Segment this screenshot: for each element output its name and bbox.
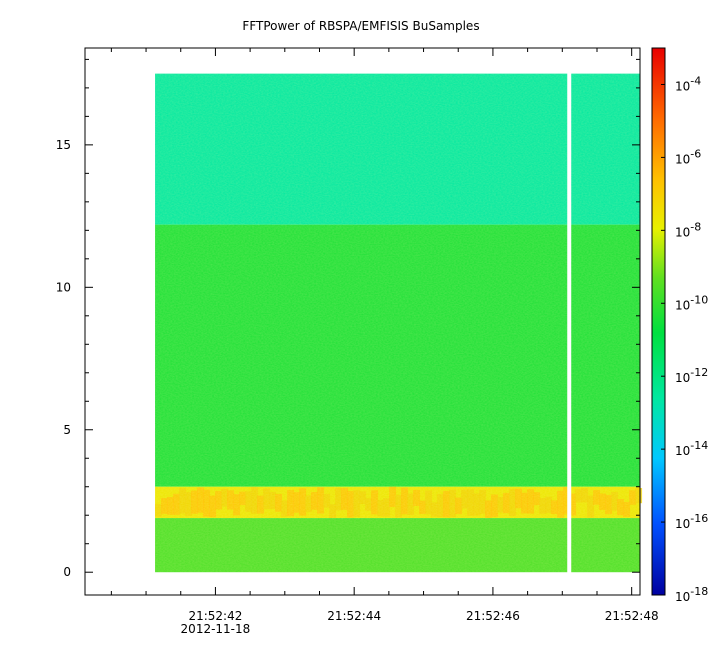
- colorbar-tick-label: 10-18: [675, 585, 708, 604]
- colorbar-tick-label: 10-4: [675, 74, 701, 93]
- y-tick-label: 10: [56, 280, 71, 294]
- y-tick-label: 0: [63, 565, 71, 579]
- colorbar-tick-label: 10-14: [675, 439, 708, 458]
- y-tick-label: 15: [56, 138, 71, 152]
- y-axis: 0 5 10 15: [56, 58, 640, 579]
- x-tick-label: 21:52:44: [327, 609, 381, 623]
- x-tick-label: 21:52:48: [605, 609, 659, 623]
- colorbar-tick-label: 10-8: [675, 220, 701, 239]
- data-gap: [567, 72, 572, 574]
- colorbar-tick-label: 10-16: [675, 512, 708, 531]
- y-tick-label: 5: [63, 423, 71, 437]
- colorbar-tick-label: 10-6: [675, 147, 701, 166]
- plot-area: [84, 47, 643, 596]
- x-tick-label: 21:52:46: [466, 609, 520, 623]
- colorbar-gradient: [651, 47, 666, 596]
- heatmap-texture: [155, 73, 640, 573]
- colorbar: 10-4 10-6 10-8 10-10 10-12 10-14 10-16 10-18: [651, 47, 708, 604]
- colorbar-tick-label: 10-10: [675, 293, 708, 312]
- chart-title: FFTPower of RBSPA/EMFISIS BuSamples: [242, 19, 479, 33]
- x-tick-sublabel: 2012-11-18: [181, 622, 251, 636]
- plot-frame: [84, 47, 641, 596]
- heatmap: [155, 72, 643, 574]
- x-tick-label: 21:52:42: [188, 609, 242, 623]
- colorbar-tick-label: 10-12: [675, 366, 708, 385]
